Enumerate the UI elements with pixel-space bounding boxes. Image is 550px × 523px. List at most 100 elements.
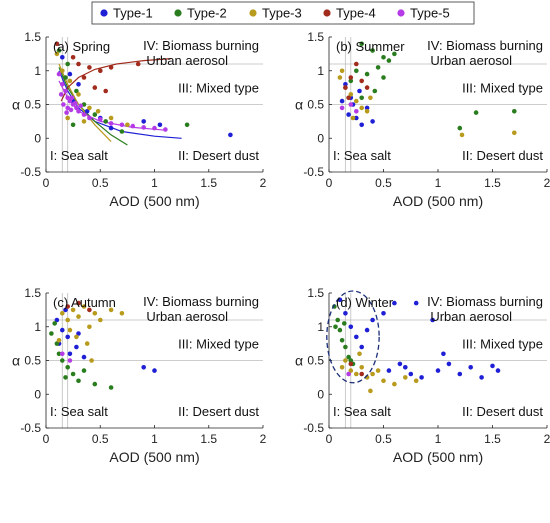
data-point — [87, 105, 92, 111]
data-point — [342, 321, 347, 326]
data-point — [70, 122, 76, 128]
data-point — [419, 375, 424, 380]
data-point — [87, 115, 92, 121]
data-point — [375, 65, 381, 70]
data-point — [364, 105, 370, 111]
y-tick-label: 1.5 — [307, 30, 324, 44]
data-point — [446, 361, 452, 367]
legend-marker — [174, 9, 182, 17]
data-point — [359, 41, 365, 47]
series-type-2 — [49, 321, 114, 390]
data-point — [339, 98, 345, 104]
data-point — [348, 92, 354, 97]
region-label-sea-salt: I: Sea salt — [333, 148, 391, 163]
data-point — [346, 95, 351, 101]
data-point — [81, 368, 87, 373]
data-point — [348, 361, 354, 367]
data-point — [381, 55, 386, 60]
data-point — [354, 115, 359, 121]
data-point — [98, 68, 103, 74]
data-point — [108, 65, 114, 70]
plot-area — [49, 300, 157, 390]
data-point — [108, 307, 114, 313]
region-label-urban: Urban aerosol — [146, 53, 228, 68]
y-axis-title: α — [12, 353, 20, 369]
data-point — [457, 371, 463, 377]
data-point — [65, 317, 70, 323]
y-axis-title: α — [12, 97, 20, 113]
data-point — [359, 122, 365, 128]
data-point — [392, 381, 397, 387]
data-point — [368, 95, 373, 101]
data-point — [108, 121, 114, 126]
x-tick-label: 0.5 — [92, 176, 109, 190]
data-point — [89, 358, 94, 363]
data-point — [343, 344, 348, 350]
series-type-5 — [56, 71, 168, 132]
legend-marker — [249, 9, 257, 17]
data-point — [163, 127, 168, 132]
data-point — [69, 95, 75, 101]
x-tick-label: 1 — [435, 432, 442, 446]
data-point — [479, 375, 484, 380]
series-type-3 — [337, 68, 517, 138]
data-point — [372, 88, 378, 94]
x-tick-label: 0.5 — [92, 432, 109, 446]
series-type-1 — [337, 297, 501, 380]
data-point — [468, 365, 474, 370]
data-point — [354, 98, 359, 104]
data-point — [63, 375, 68, 380]
legend-label: Type-5 — [410, 6, 450, 21]
data-point — [141, 125, 146, 130]
data-point — [350, 115, 356, 121]
data-point — [76, 61, 81, 67]
y-tick-label: 1.5 — [24, 286, 41, 300]
data-point — [354, 61, 359, 67]
data-point — [67, 78, 73, 84]
data-point — [84, 109, 90, 114]
data-point — [54, 41, 60, 47]
data-point — [386, 58, 392, 63]
data-point — [357, 88, 362, 94]
y-tick-label: -0.5 — [303, 421, 324, 435]
data-point — [84, 341, 90, 346]
data-point — [359, 365, 365, 370]
data-point — [92, 112, 98, 117]
x-tick-label: 2 — [544, 432, 550, 446]
y-tick-label: -0.5 — [20, 421, 41, 435]
x-tick-label: 0 — [43, 432, 50, 446]
data-point — [63, 88, 68, 94]
data-point — [76, 378, 81, 384]
data-point — [430, 317, 435, 323]
data-point — [348, 102, 354, 107]
data-point — [343, 82, 348, 87]
data-point — [98, 117, 103, 122]
region-label-biomass: IV: Biomass burning — [143, 294, 259, 309]
y-tick-label: 1 — [317, 320, 324, 334]
data-point — [495, 368, 501, 373]
data-point — [65, 61, 70, 67]
data-point — [435, 368, 441, 373]
data-point — [56, 71, 62, 77]
legend-label: Type-2 — [187, 6, 227, 21]
data-point — [359, 78, 365, 84]
region-label-desert-dust: II: Desert dust — [178, 404, 259, 419]
data-point — [343, 85, 348, 90]
data-point — [152, 368, 157, 373]
data-point — [413, 300, 419, 306]
x-tick-label: 0 — [326, 432, 333, 446]
data-point — [103, 88, 108, 94]
legend-marker — [100, 9, 108, 17]
data-point — [54, 317, 60, 323]
data-point — [108, 115, 114, 121]
y-tick-label: 0 — [34, 131, 41, 145]
data-point — [76, 82, 81, 87]
legend-item: Type-2 — [174, 6, 227, 21]
data-point — [76, 109, 81, 114]
data-point — [60, 358, 65, 363]
series-type-3 — [54, 51, 130, 128]
